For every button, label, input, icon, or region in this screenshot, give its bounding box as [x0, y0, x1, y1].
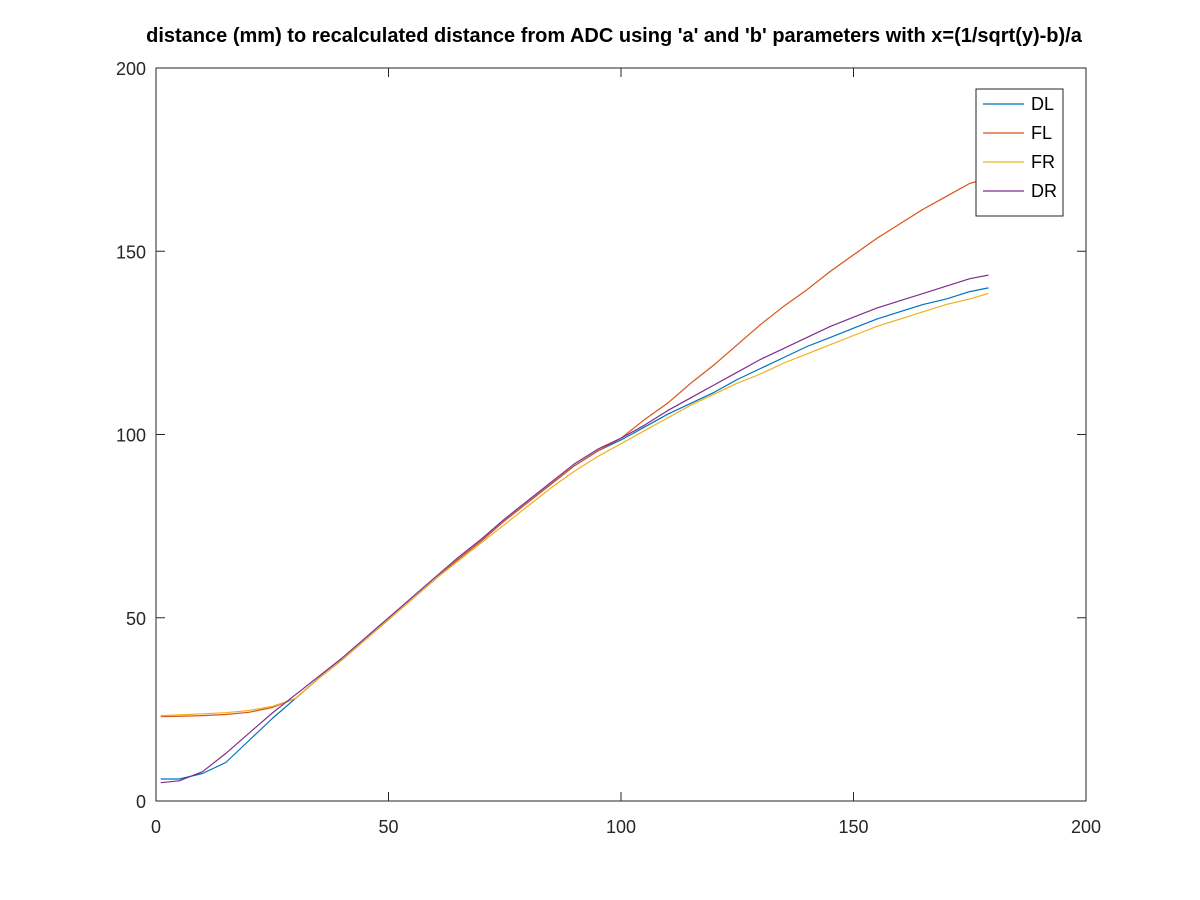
series-line-dl — [160, 287, 989, 780]
x-tick-label: 200 — [1071, 817, 1101, 837]
y-tick-label: 150 — [116, 242, 146, 262]
axes: 0 50 100 150 200 0 50 100 150 200 — [116, 59, 1101, 837]
legend: DL FL FR DR — [975, 88, 1064, 217]
series-line-dr — [160, 274, 989, 784]
series-group — [160, 177, 989, 784]
y-tick-label: 50 — [126, 609, 146, 629]
series-line-fl — [160, 177, 989, 718]
legend-label-dr: DR — [1031, 181, 1057, 201]
y-tick-label: 200 — [116, 59, 146, 79]
legend-box — [975, 88, 1064, 217]
plot-area-frame — [155, 67, 1087, 802]
y-tick-label: 100 — [116, 426, 146, 446]
legend-label-fl: FL — [1031, 123, 1052, 143]
x-tick-label: 0 — [151, 817, 161, 837]
legend-label-fr: FR — [1031, 152, 1055, 172]
series-line-fr — [160, 292, 989, 717]
legend-label-dl: DL — [1031, 94, 1054, 114]
x-tick-label: 100 — [606, 817, 636, 837]
chart-title: distance (mm) to recalculated distance f… — [146, 25, 1083, 47]
x-tick-label: 50 — [378, 817, 398, 837]
y-tick-label: 0 — [136, 792, 146, 812]
x-tick-label: 150 — [838, 817, 868, 837]
